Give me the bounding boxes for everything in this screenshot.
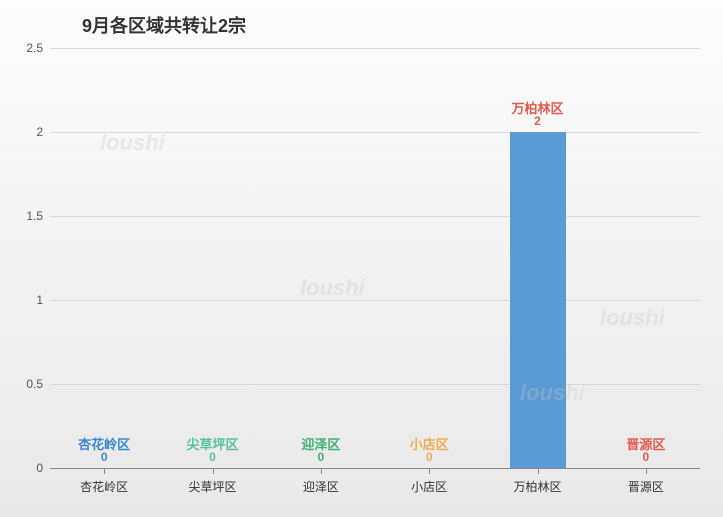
x-tick [538,468,539,474]
gridline [50,384,700,385]
x-axis-label: 晋源区 [628,478,664,495]
x-axis-label: 尖草坪区 [188,478,236,495]
x-axis-label: 万柏林区 [513,478,561,495]
x-axis-label: 迎泽区 [303,478,339,495]
x-tick [213,468,214,474]
bar-label-value: 0 [426,450,433,464]
y-tick-label: 1 [36,293,43,307]
bar [510,132,566,468]
bar-label-value: 0 [317,450,324,464]
y-tick-label: 1.5 [26,209,43,223]
gridline [50,132,700,133]
bar-label-value: 2 [534,114,541,128]
watermark: loushi [600,305,665,331]
gridline [50,48,700,49]
y-tick-label: 0 [36,461,43,475]
bar-label-value: 0 [642,450,649,464]
x-tick [104,468,105,474]
x-tick [321,468,322,474]
x-axis [50,468,700,469]
y-tick-label: 0.5 [26,377,43,391]
x-tick [429,468,430,474]
x-tick [646,468,647,474]
bar-label-value: 0 [209,450,216,464]
chart-title: 9月各区域共转让2宗 [82,12,246,38]
y-tick-label: 2 [36,125,43,139]
watermark: loushi [300,275,365,301]
y-tick-label: 2.5 [26,41,43,55]
x-axis-label: 杏花岭区 [80,478,128,495]
gridline [50,216,700,217]
x-axis-label: 小店区 [411,478,447,495]
gridline [50,300,700,301]
bar-label-value: 0 [101,450,108,464]
watermark: loushi [100,130,165,156]
